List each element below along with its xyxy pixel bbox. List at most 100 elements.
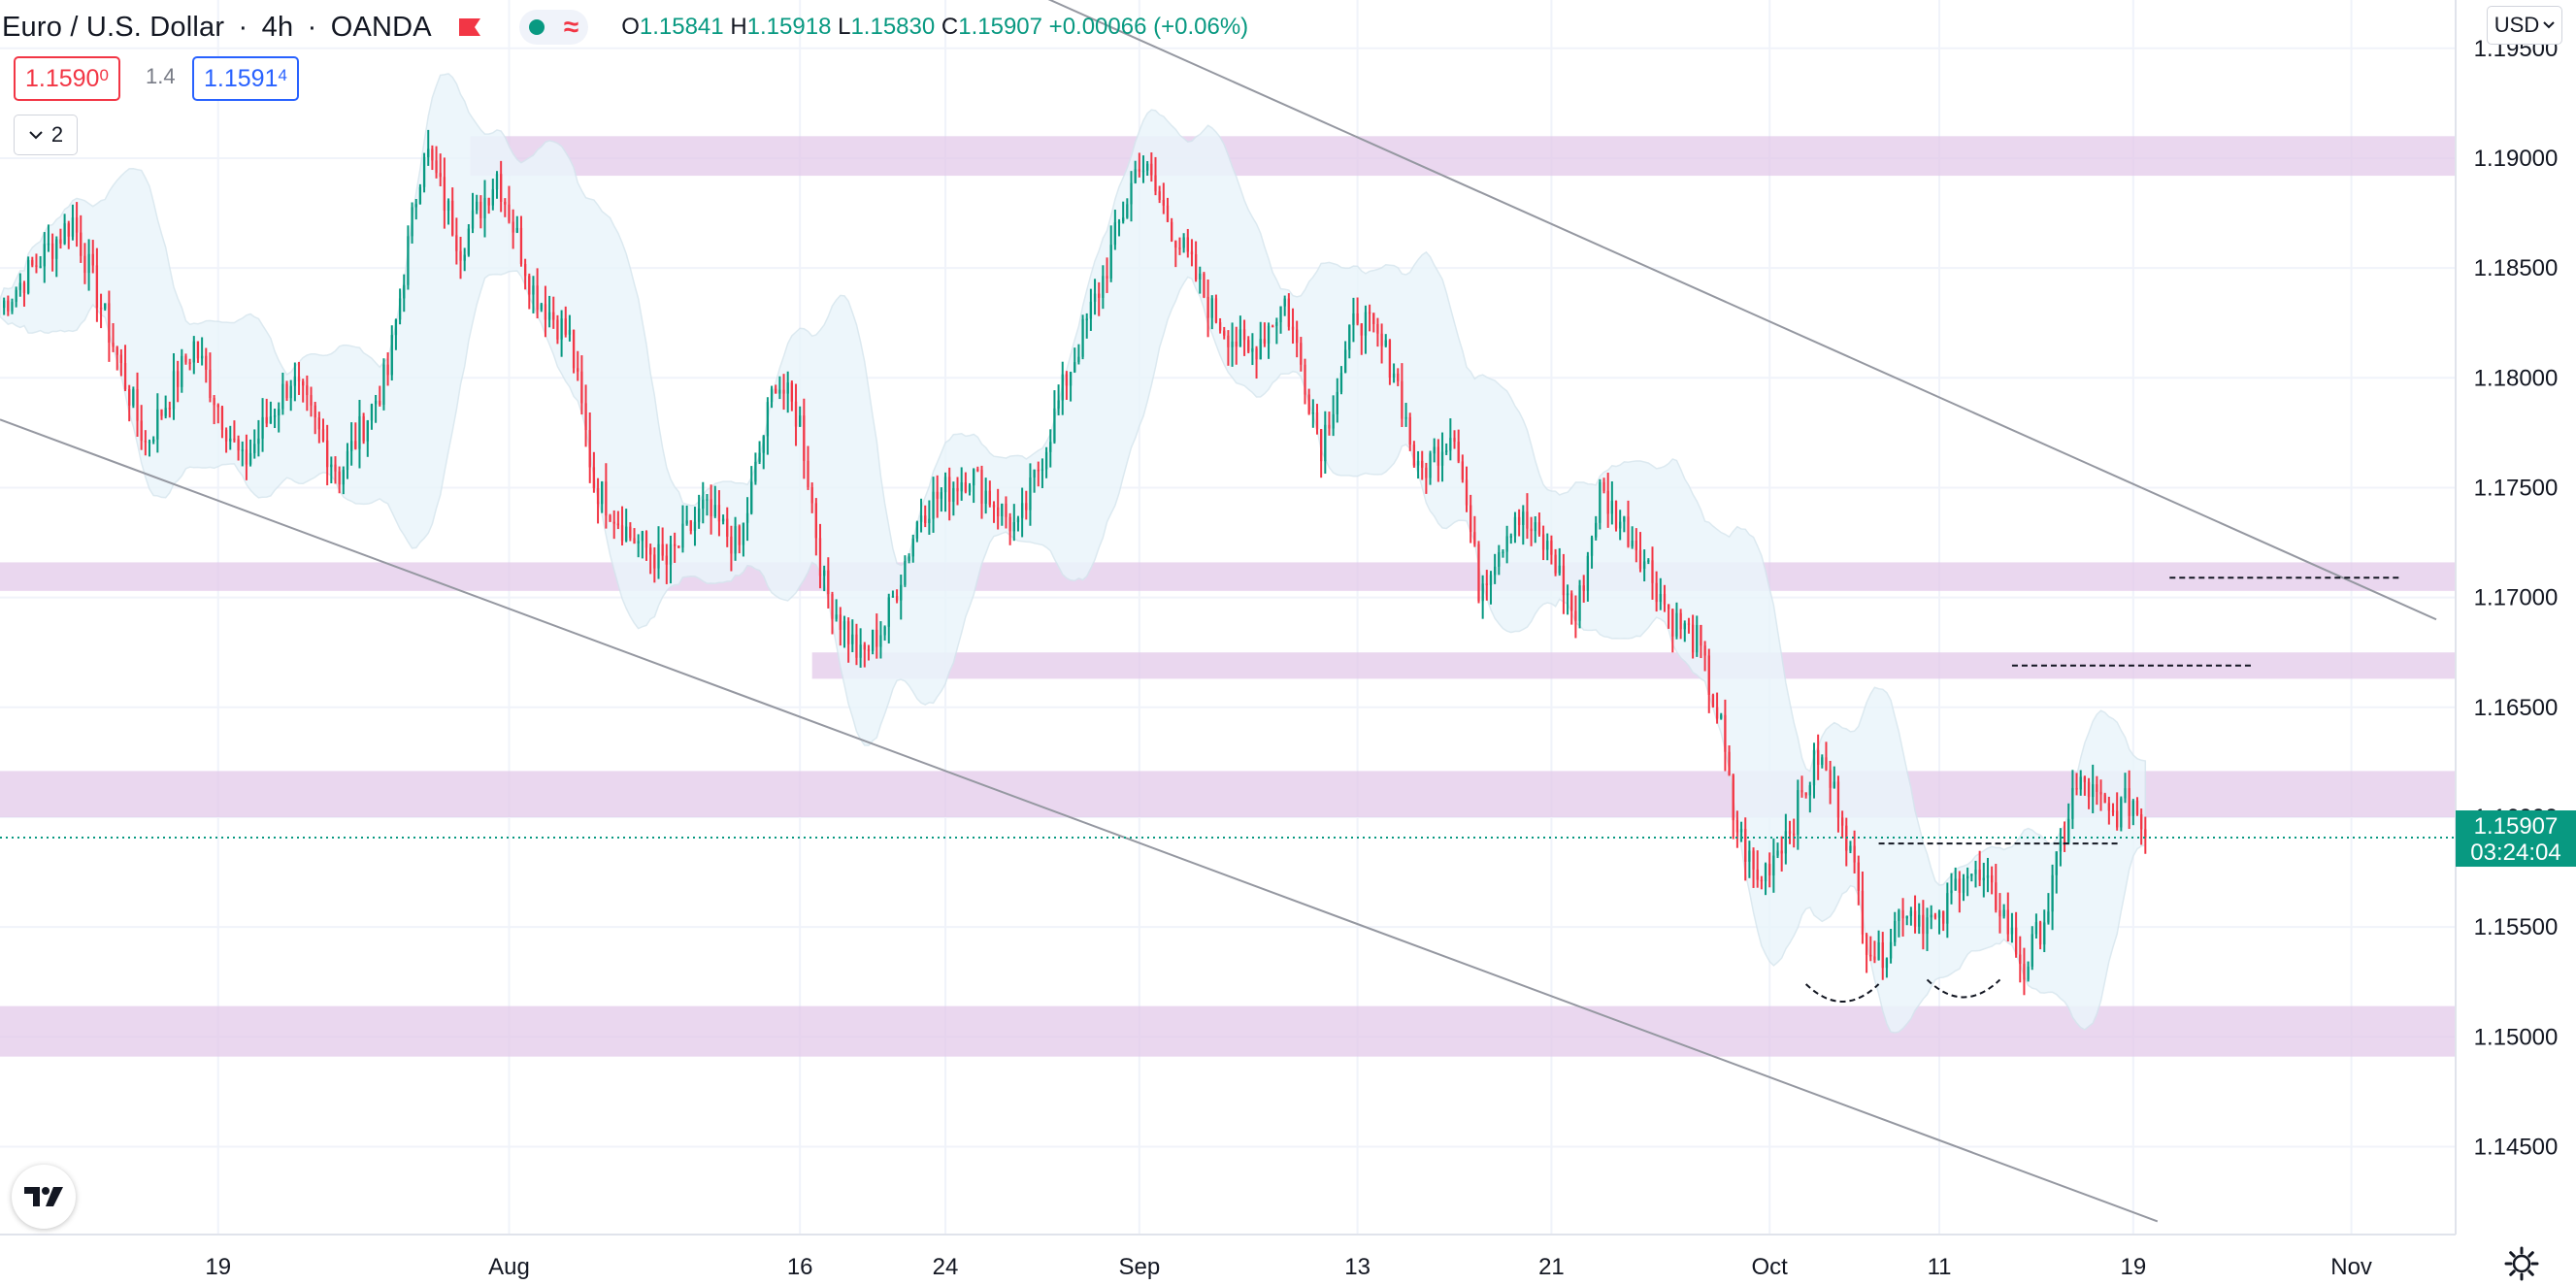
candle [1974, 860, 1977, 888]
candle-body [1210, 298, 1213, 318]
candle-body [1808, 785, 1811, 796]
candle-body [851, 634, 854, 644]
candle [1206, 280, 1209, 338]
indicators-collapse-button[interactable]: 2 [14, 115, 78, 155]
candle [1541, 525, 1545, 561]
candle [1360, 323, 1363, 355]
candle [1627, 500, 1630, 548]
candle-body [1044, 451, 1048, 470]
candle-body [1065, 374, 1069, 386]
candle [500, 160, 503, 213]
candle [2124, 773, 2127, 804]
candle-body [1784, 831, 1787, 854]
candle [1368, 304, 1371, 332]
candle-body [976, 469, 979, 471]
candle [1966, 867, 1969, 897]
candle-body [512, 221, 514, 233]
currency-selector[interactable]: USD [2487, 6, 2562, 45]
candle [1267, 322, 1271, 359]
candle-body [1550, 541, 1553, 555]
candle [911, 534, 914, 563]
candle [943, 472, 947, 512]
candle-body [504, 201, 507, 205]
candle [766, 397, 770, 455]
settings-gear-icon[interactable] [2502, 1244, 2541, 1283]
eye-icon[interactable] [528, 19, 545, 35]
candle-body [1433, 446, 1436, 454]
candle-body [374, 400, 378, 405]
candle-body [188, 362, 191, 364]
indicator-visibility-pill[interactable]: ≈ [518, 10, 589, 45]
candle-body [273, 415, 277, 417]
candle [2055, 851, 2058, 894]
candle-body [592, 467, 596, 489]
open-label: O [621, 14, 640, 40]
time-tick-label: 11 [1928, 1254, 1952, 1280]
candle-body [644, 531, 648, 548]
candle-body [1057, 400, 1060, 409]
candle-body [2099, 791, 2102, 795]
candle-body [306, 385, 309, 396]
candle-body [1502, 551, 1504, 554]
symbol-title[interactable]: Euro / U.S. Dollar · 4h · OANDA [2, 11, 432, 43]
price-tick-label: 1.15000 [2474, 1024, 2559, 1050]
candle [59, 228, 62, 249]
candle [1784, 813, 1787, 865]
candle [1905, 915, 1908, 926]
candle-body [1102, 276, 1105, 298]
interval-label[interactable]: 4h [261, 11, 294, 43]
currency-label: USD [2493, 13, 2540, 37]
candle [1255, 346, 1258, 379]
candle-body [1696, 625, 1699, 653]
candle-body [706, 499, 709, 501]
candle [644, 530, 648, 561]
candle-body [1643, 561, 1646, 569]
candle [1077, 344, 1080, 365]
candle [1372, 313, 1375, 333]
candle-body [1647, 560, 1650, 562]
candle [11, 298, 14, 314]
candle-body [87, 253, 90, 274]
buy-button[interactable]: 1.1591 4 [192, 56, 299, 101]
candle [1397, 368, 1400, 386]
candle-body [1700, 625, 1702, 646]
candle [710, 484, 712, 535]
candle [1619, 510, 1622, 541]
candle [1889, 928, 1893, 964]
sell-button[interactable]: 1.1590 0 [14, 56, 120, 101]
candle-body [932, 491, 935, 519]
candle [620, 506, 624, 546]
candle [491, 179, 494, 211]
candle [136, 372, 139, 437]
candle-body [713, 505, 716, 517]
candle-body [1744, 829, 1747, 862]
candle-body [248, 452, 252, 465]
candle-body [50, 243, 54, 259]
candle-body [394, 319, 398, 336]
candle-body [936, 491, 939, 499]
candle-body [1085, 318, 1088, 320]
tradingview-logo[interactable] [12, 1165, 76, 1229]
candle-body [1307, 394, 1310, 414]
flag-icon[interactable] [457, 16, 482, 38]
candle [1332, 395, 1335, 437]
candle [1336, 378, 1338, 423]
candle-body [483, 197, 486, 218]
candle [289, 379, 292, 412]
candle-body [697, 509, 701, 522]
candle [807, 445, 809, 490]
candle [1020, 487, 1024, 538]
candle [1287, 293, 1290, 331]
candle [1502, 549, 1504, 558]
sell-price: 1.1590 [25, 64, 100, 92]
candle [641, 530, 644, 559]
time-tick-label: 16 [787, 1254, 813, 1280]
candle [1623, 515, 1626, 533]
candle [1203, 272, 1205, 299]
candle [1647, 558, 1650, 565]
candle-body [253, 444, 256, 453]
candle [1324, 411, 1327, 474]
candle-body [43, 244, 46, 267]
candle-body [968, 485, 972, 492]
